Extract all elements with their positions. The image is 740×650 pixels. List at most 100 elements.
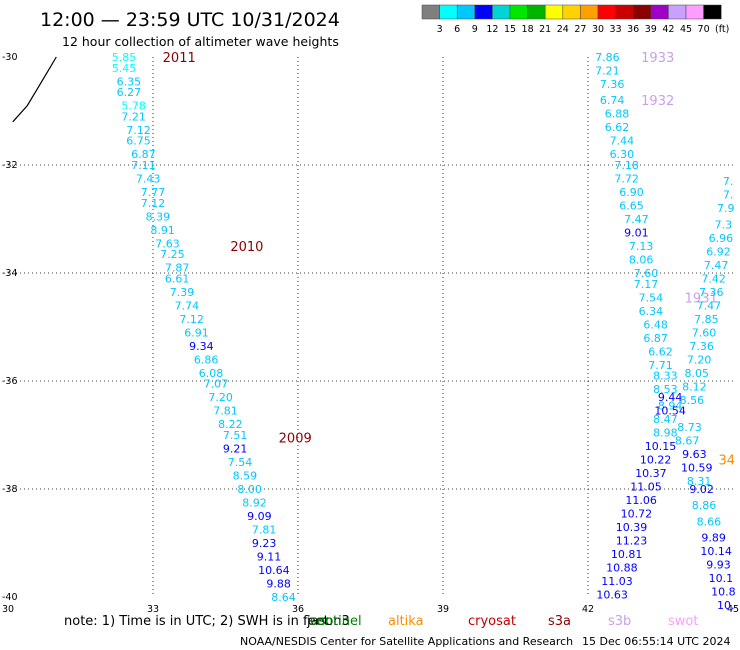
colorbar-tick-label: 27: [574, 24, 586, 35]
mission-label: jason3: [306, 614, 350, 629]
wave-height-label: 7.77: [141, 186, 166, 199]
wave-height-label: 7.36: [699, 286, 724, 299]
wave-height-label: 8.00: [237, 483, 262, 496]
wave-height-label: 9.88: [266, 578, 291, 591]
wave-height-label: 7.21: [595, 65, 620, 78]
y-tick-label: -34: [2, 268, 18, 279]
wave-height-label: 7.18: [614, 159, 639, 172]
wave-height-label: 7.: [723, 189, 734, 202]
time-marker: 1932: [641, 94, 674, 109]
gridlines: [8, 57, 733, 597]
wave-height-label: 7.21: [121, 110, 146, 123]
wave-height-label: 7.25: [160, 248, 185, 261]
wave-height-label: 10.22: [640, 453, 672, 466]
wave-height-label: 6.87: [643, 332, 668, 345]
wave-height-label: 7.44: [610, 135, 635, 148]
wave-height-label: 10.14: [700, 545, 732, 558]
colorbar-swatch: [597, 4, 616, 20]
colorbar-tick-label: 70: [698, 24, 710, 35]
wave-height-label: 7.47: [624, 213, 649, 226]
wave-height-label: 5.85: [112, 51, 137, 64]
wave-height-label: 7.71: [648, 359, 673, 372]
x-tick-label: 39: [437, 604, 449, 615]
chart-title: 12:00 — 23:59 UTC 10/31/2024: [40, 9, 340, 31]
colorbar-tick-label: 33: [610, 24, 622, 35]
wave-height-label: 7.: [723, 175, 734, 188]
wave-height-label: 7.54: [639, 291, 664, 304]
colorbar-swatch: [456, 4, 476, 20]
wave-height-label: 7.63: [155, 237, 180, 250]
wave-height-label: 6.74: [600, 94, 625, 107]
wave-height-label: 7.42: [701, 272, 726, 285]
colorbar-swatch: [492, 4, 511, 20]
wave-height-label: 7.87: [165, 262, 190, 275]
wave-height-label: 7.3: [715, 218, 733, 231]
colorbar-tick-label: 6: [454, 24, 460, 35]
plot-area: 30 33 36 39 42 45-30-32-34-36-38-40 5.855.456…: [2, 51, 739, 615]
colorbar-tick-label: 42: [662, 24, 674, 35]
wave-height-label: 10.1: [709, 572, 734, 585]
wave-height-label: 7.43: [136, 173, 161, 186]
wave-height-label: 8.86: [692, 499, 717, 512]
colorbar-swatch: [650, 4, 669, 20]
time-marker: 34: [719, 453, 736, 468]
mission-label: s3b: [608, 614, 631, 629]
wave-height-label: 8.47: [653, 413, 678, 426]
wave-height-label: 11.03: [601, 575, 633, 588]
colorbar-swatch: [439, 4, 458, 20]
wave-height-label: 8.59: [233, 470, 258, 483]
colorbar-swatch: [509, 4, 528, 20]
wave-height-label: 5.78: [121, 100, 146, 113]
time-marker: 1931: [685, 291, 718, 306]
x-tick-label: 45: [727, 604, 739, 615]
colorbar-tick-label: 18: [522, 24, 534, 35]
y-tick-label: -40: [2, 592, 18, 603]
wave-height-label: 8.94: [658, 399, 683, 412]
x-tick-label: 33: [147, 604, 159, 615]
wave-height-label: 6.08: [199, 367, 224, 380]
wave-height-label: 10.39: [616, 521, 648, 534]
y-tick-label: -30: [2, 52, 18, 63]
wave-height-label: 8.73: [677, 421, 702, 434]
footer-timestamp: 15 Dec 06:55:14 UTC 2024: [582, 635, 730, 648]
time-marker: 2009: [279, 432, 312, 447]
footer-credit: NOAA/NESDIS Center for Satellite Applica…: [240, 635, 573, 648]
wave-height-label: 7.47: [704, 259, 729, 272]
wave-height-label: 7.11: [131, 159, 156, 172]
wave-height-label: 10.88: [606, 561, 638, 574]
wave-height-label: 7.47: [697, 299, 722, 312]
wave-height-label: 7.85: [694, 313, 719, 326]
colorbar-tick-label: 36: [627, 24, 639, 35]
time-marker: 1933: [641, 51, 674, 66]
colorbar-swatch: [685, 4, 704, 20]
colorbar-swatch: [580, 4, 599, 20]
time-marker: 2010: [230, 240, 263, 255]
colorbar-tick-label: 39: [645, 24, 657, 35]
wave-height-label: 10.59: [681, 461, 713, 474]
mission-label: s3a: [548, 614, 571, 629]
wave-height-label: 6.65: [619, 200, 644, 213]
colorbar-unit: (ft): [715, 24, 729, 35]
wave-height-label: 7.9: [717, 202, 735, 215]
wave-height-label: 9.34: [189, 340, 214, 353]
wave-height-label: 7.86: [595, 51, 620, 64]
coastline: [12, 56, 57, 123]
colorbar-swatch: [474, 4, 493, 20]
wave-height-label: 7.36: [600, 78, 625, 91]
colorbar-tick-label: 24: [557, 24, 569, 35]
wave-height-label: 5.45: [112, 62, 137, 75]
wave-height-label: 8.67: [675, 434, 700, 447]
wave-height-label: 6.87: [131, 148, 156, 161]
wave-height-label: 7.12: [141, 197, 166, 210]
wave-height-label: 6.88: [605, 108, 630, 121]
wave-height-label: 10.72: [621, 507, 653, 520]
wave-height-label: 8.05: [685, 367, 710, 380]
colorbar: 3 6 9 12 15 18 21 24 27 30 33 36 39 42 45 70: [421, 4, 722, 35]
wave-height-label: 11.23: [616, 534, 648, 547]
wave-height-label: 10.64: [258, 564, 290, 577]
colorbar-swatch: [527, 4, 546, 20]
wave-height-label: 8.33: [653, 370, 678, 383]
wave-height-label: 11.05: [630, 480, 662, 493]
wave-height-label: 8.12: [682, 380, 707, 393]
wave-height-label: 7.72: [614, 173, 639, 186]
